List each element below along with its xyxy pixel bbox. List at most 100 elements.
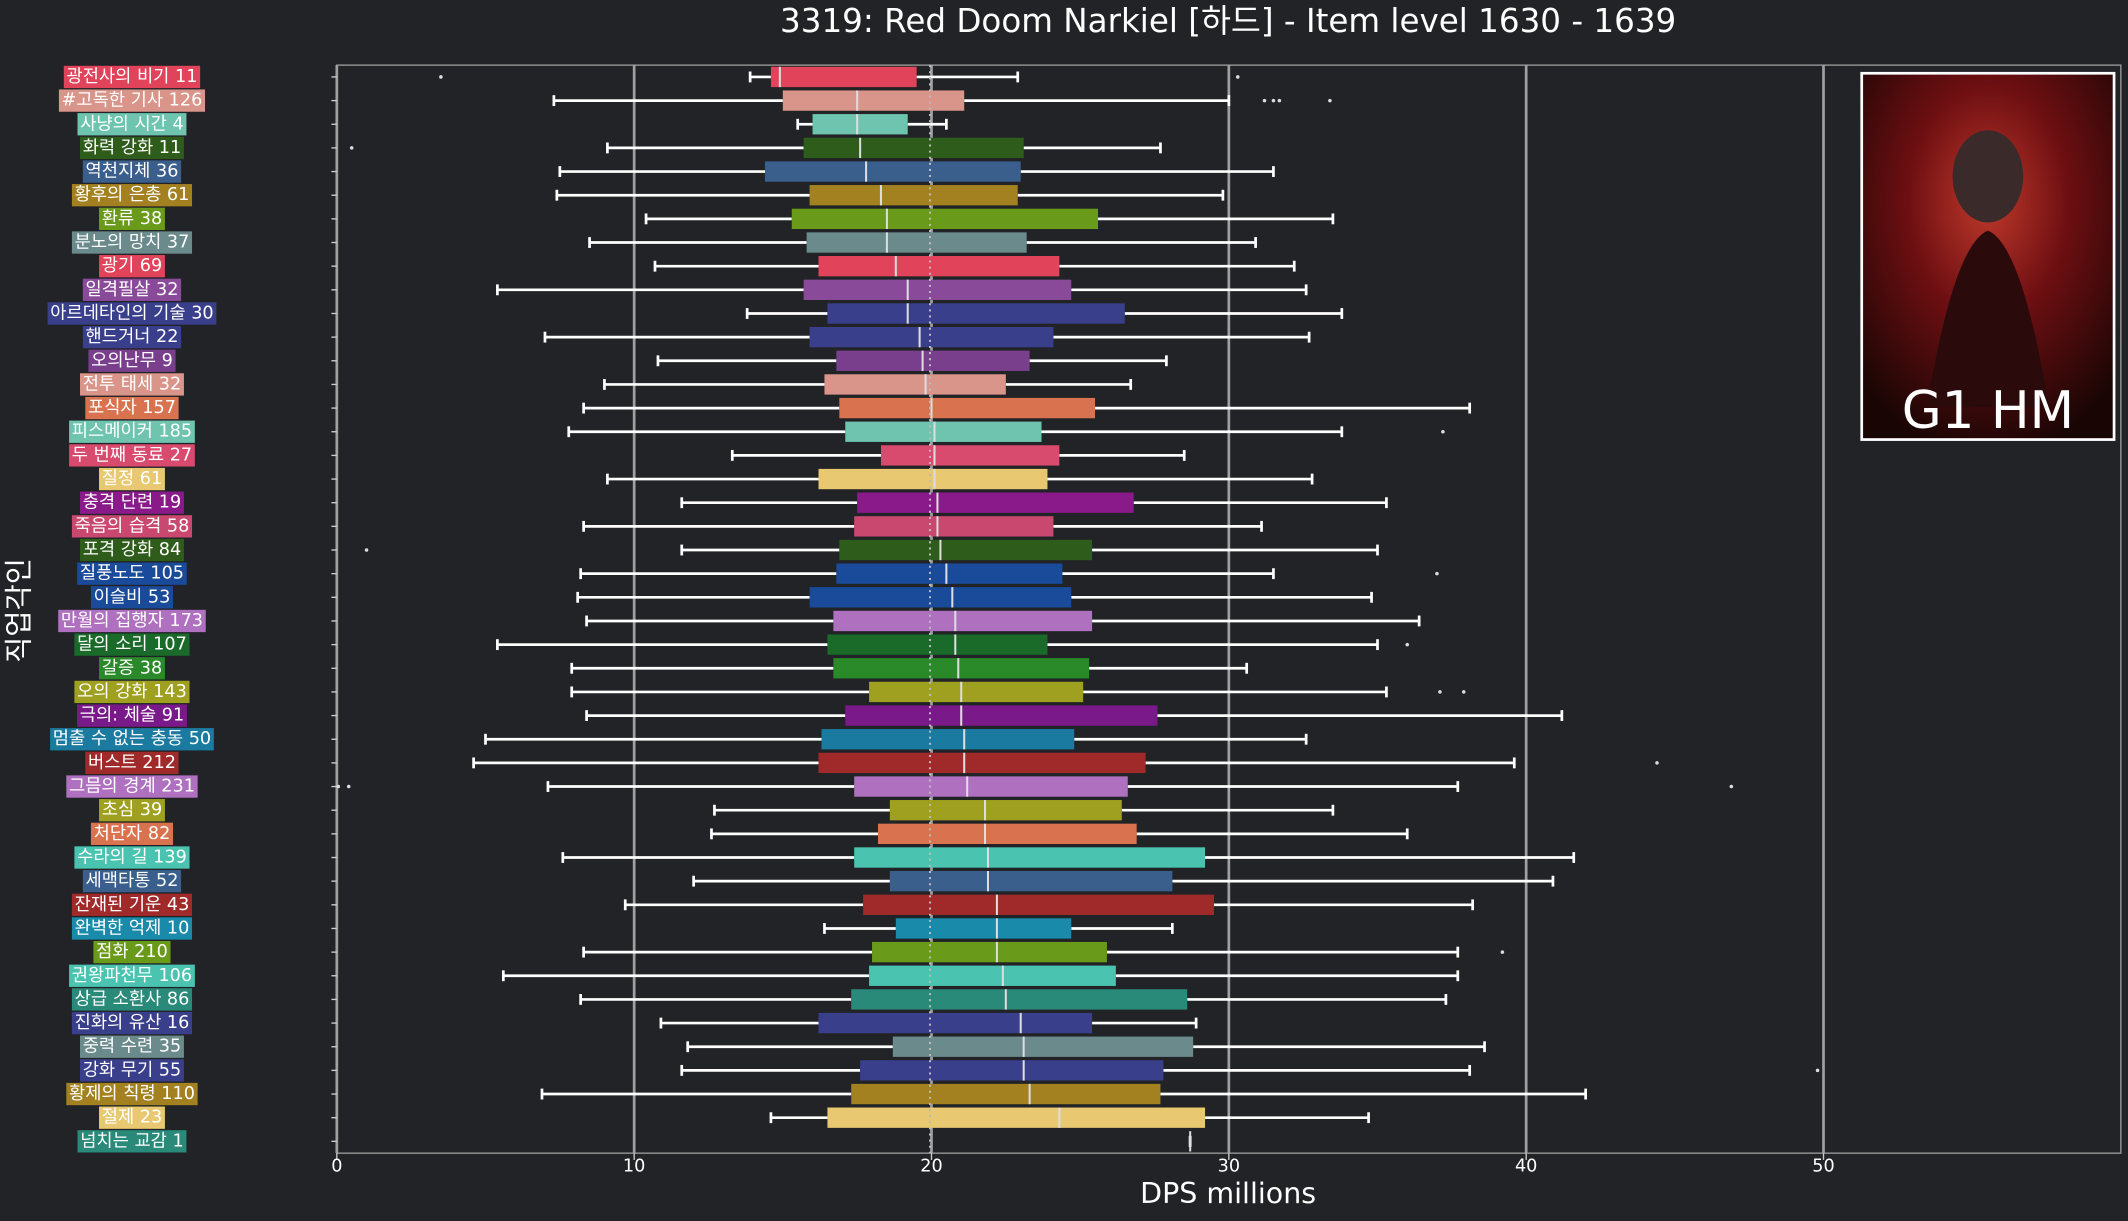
outlier [1262,98,1267,103]
category-label-bg [71,184,193,207]
box [857,492,1134,513]
outlier [1435,571,1439,576]
category-label: 분노의 망치 37 [75,232,190,253]
category-label: 잔재된 기운 43 [75,894,190,915]
category-label: 전투 태세 32 [83,373,182,394]
outlier [1405,642,1410,647]
category-label: 핸드거너 22 [86,326,179,347]
category-label-bg [99,207,165,231]
category-label-bg [71,1011,193,1035]
box [833,658,1090,679]
box [889,800,1122,821]
category-label-bg [69,420,195,443]
category-label-bg [82,325,182,349]
category-label-bg [77,113,187,136]
category-label-bg [69,964,195,987]
x-tick-label: 20 [920,1157,942,1177]
outlier [349,146,354,150]
category-label: 멈출 수 없는 충동 50 [53,728,211,749]
category-label-bg [90,586,174,609]
category-label: 절제 23 [102,1107,162,1128]
box [803,137,1024,159]
box [806,232,1027,253]
category-label-bg [82,278,182,301]
category-label: 역천지체 36 [86,161,179,182]
category-label-bg [74,846,190,869]
y-axis-label: 직업각인 [3,558,36,663]
category-label: 화력 강화 11 [83,137,182,158]
category-label-bg [80,538,184,562]
category-label: 황제의 칙령 110 [69,1083,195,1104]
category-label-bg [85,751,179,775]
category-label: 오의난무 9 [91,350,173,371]
category-label-bg [82,160,182,183]
category-label-bg [80,1059,184,1082]
portrait-body [1926,230,2049,407]
box [854,847,1206,868]
outlier [1815,1068,1820,1073]
category-label: 사냥의 시간 4 [80,113,184,134]
category-label: 광전사의 비기 11 [67,66,198,87]
category-label: 수라의 길 139 [77,847,187,868]
category-label: 초심 39 [102,799,162,820]
category-label: 중력 수련 35 [83,1036,182,1057]
category-label: 완벽한 억제 10 [75,917,190,938]
box [839,539,1093,561]
category-label-bg [88,349,176,372]
outlier [1277,98,1282,103]
category-label: 광기 69 [102,255,162,276]
category-label-bg [58,89,206,112]
category-label: 포식자 157 [88,397,176,418]
outlier [1461,690,1466,694]
category-label: 처단자 82 [94,823,171,844]
category-label-bg [71,917,193,940]
box [818,752,1146,774]
outlier [439,75,443,79]
box [860,1060,1164,1081]
box [895,918,1072,939]
category-label: 버스트 212 [88,752,176,773]
box [809,185,1018,206]
plot-area: 0 10 20 30 40 50 [331,65,1835,1177]
x-axis-label: DPS millions [1140,1177,1316,1210]
category-label: 갈증 38 [102,657,162,678]
category-label-bg [99,799,165,822]
category-label-bg [99,467,165,491]
category-label: 황후의 은총 61 [75,184,190,205]
box [889,870,1173,892]
category-label-bg [66,775,198,798]
category-label-bg [63,65,201,89]
category-label-bg [66,1082,198,1106]
box [892,1036,1194,1057]
box [833,610,1093,632]
category-label-bg [74,633,190,656]
box [854,516,1054,537]
x-tick-label: 10 [623,1157,645,1177]
category-label: 질풍노도 105 [80,563,184,584]
category-label: 오의 강화 143 [77,681,187,702]
box [764,161,1021,182]
outlier [1438,690,1442,694]
portrait: G1 HM [1860,71,2116,441]
box [854,776,1128,797]
category-label: 죽음의 습격 58 [75,515,190,536]
portrait-badge: G1 HM [1902,381,2074,441]
category-label-bg [80,1035,184,1058]
box [809,326,1054,348]
category-label: 일격필살 32 [86,279,179,300]
category-label-bg [58,609,206,633]
box [791,208,1099,230]
box [809,587,1072,608]
chart-title: 3319: Red Doom Narkiel [하드] - Item level… [780,2,1676,40]
category-label: 그믐의 경계 231 [69,776,195,797]
category-label: 아르데타인의 기술 30 [50,302,213,323]
category-label: 포격 강화 84 [83,539,182,560]
outlier [1500,950,1505,954]
category-label-bg [47,302,217,325]
x-tick-label: 40 [1515,1157,1537,1177]
x-tick-label: 30 [1218,1157,1240,1177]
category-label-bg [71,893,193,916]
box [827,303,1125,324]
